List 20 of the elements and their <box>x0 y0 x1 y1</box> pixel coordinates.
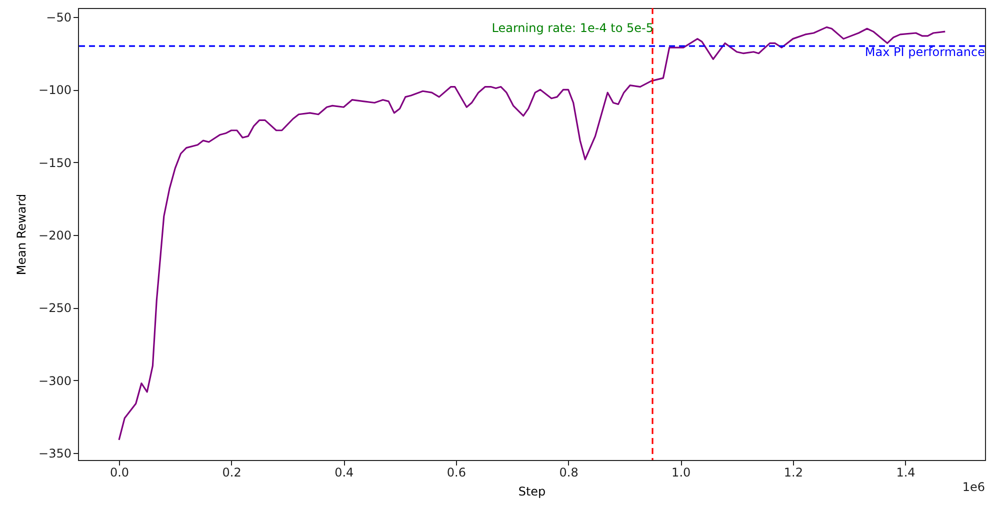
y-tick-label: −300 <box>38 374 72 388</box>
x-tick-label: 1.0 <box>672 466 691 480</box>
y-tick-label: −350 <box>38 446 72 461</box>
x-tick-label: 0.4 <box>334 466 354 480</box>
x-tick-label: 0.0 <box>110 466 130 480</box>
y-tick-label: −100 <box>38 83 72 98</box>
y-tick-label: −150 <box>38 156 72 170</box>
x-tick-label: 0.6 <box>446 466 466 480</box>
x-tick-label: 1.4 <box>896 466 916 480</box>
text: 1e6 <box>962 480 985 494</box>
x-axis-title: Step <box>518 484 546 498</box>
y-tick-label: −50 <box>46 10 72 25</box>
x-tick-label: 0.2 <box>222 466 242 480</box>
y-axis-title: Mean Reward <box>14 194 29 276</box>
x-tick-label: 0.8 <box>559 466 578 480</box>
ref-line-label: Max PI performance <box>864 45 985 60</box>
x-tick-label: 1.2 <box>784 466 803 480</box>
y-tick-label: −200 <box>38 228 72 243</box>
y-tick-label: −250 <box>38 301 72 316</box>
ref-line-label: Learning rate: 1e-4 to 5e-5 <box>492 21 654 35</box>
